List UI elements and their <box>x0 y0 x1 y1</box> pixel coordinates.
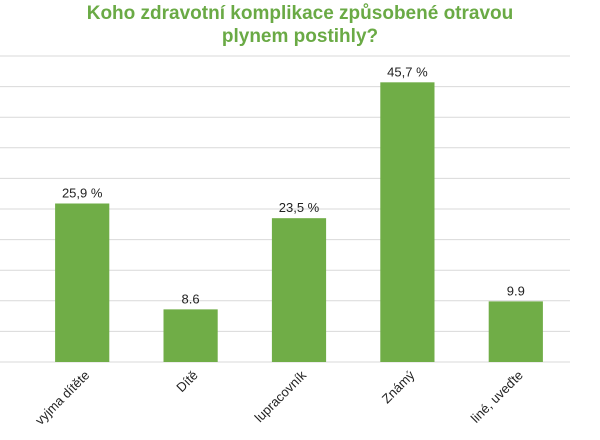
x-tick-label: Známý <box>379 367 418 406</box>
x-tick-label: Dítě <box>173 368 200 395</box>
value-label: 23,5 % <box>279 200 320 215</box>
chart-title: Koho zdravotní komplikace způsobené otra… <box>86 3 514 47</box>
bar <box>488 301 543 362</box>
bar <box>163 309 218 362</box>
value-label: 25,9 % <box>62 185 103 200</box>
x-tick-label: lupracovník <box>252 367 310 425</box>
value-label: 8.6 <box>182 291 200 306</box>
bar <box>55 203 110 362</box>
bar <box>271 218 327 362</box>
value-label: 45,7 % <box>387 64 428 79</box>
x-tick-label: vyjma dítěte <box>32 368 92 428</box>
value-label: 9.9 <box>507 283 525 298</box>
bar <box>380 82 435 362</box>
x-tick-label: liné, uveďte <box>468 368 526 426</box>
